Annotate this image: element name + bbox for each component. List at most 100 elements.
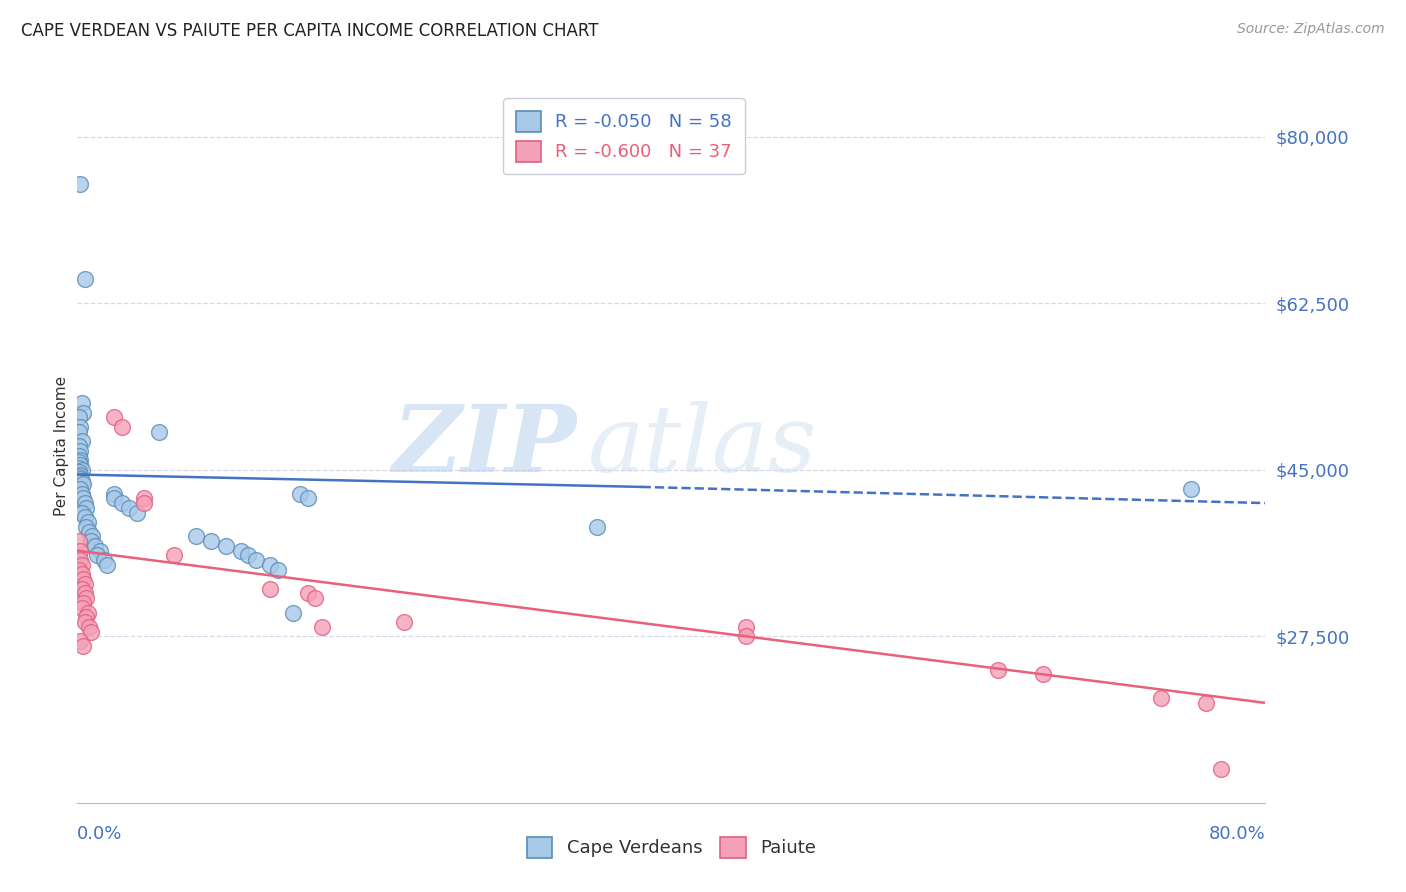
Point — [111, 420, 134, 434]
Legend: Cape Verdeans, Paiute: Cape Verdeans, Paiute — [520, 830, 823, 865]
Point — [392, 615, 415, 629]
Point — [69, 467, 91, 482]
Point — [73, 586, 96, 600]
Text: CAPE VERDEAN VS PAIUTE PER CAPITA INCOME CORRELATION CHART: CAPE VERDEAN VS PAIUTE PER CAPITA INCOME… — [21, 22, 599, 40]
Point — [70, 506, 93, 520]
Point — [72, 491, 94, 506]
Point — [77, 524, 100, 539]
Point — [76, 606, 98, 620]
Point — [70, 463, 93, 477]
Point — [72, 572, 94, 586]
Point — [259, 582, 281, 596]
Point — [103, 491, 125, 506]
Point — [987, 663, 1010, 677]
Point — [69, 453, 91, 467]
Point — [200, 534, 222, 549]
Point — [69, 543, 91, 558]
Point — [734, 629, 756, 643]
Point — [69, 634, 91, 648]
Point — [73, 496, 96, 510]
Point — [73, 577, 96, 591]
Point — [69, 482, 91, 496]
Point — [1032, 667, 1054, 681]
Point — [103, 410, 125, 425]
Point — [69, 472, 91, 486]
Point — [281, 606, 304, 620]
Point — [80, 624, 103, 639]
Point — [70, 567, 93, 582]
Text: 0.0%: 0.0% — [77, 825, 122, 843]
Point — [111, 496, 134, 510]
Point — [72, 477, 94, 491]
Point — [73, 272, 96, 286]
Point — [93, 553, 115, 567]
Point — [229, 543, 252, 558]
Point — [215, 539, 238, 553]
Point — [297, 586, 319, 600]
Point — [70, 558, 93, 572]
Point — [75, 610, 97, 624]
Point — [186, 529, 208, 543]
Point — [125, 506, 148, 520]
Point — [96, 558, 118, 572]
Point — [69, 553, 91, 567]
Point — [69, 178, 91, 192]
Text: atlas: atlas — [588, 401, 818, 491]
Point — [69, 458, 91, 472]
Point — [67, 455, 90, 469]
Point — [67, 563, 90, 577]
Point — [70, 600, 93, 615]
Point — [1209, 763, 1232, 777]
Point — [69, 443, 91, 458]
Point — [67, 461, 90, 475]
Point — [288, 486, 311, 500]
Point — [72, 406, 94, 420]
Point — [311, 620, 333, 634]
Point — [67, 439, 90, 453]
Point — [70, 396, 93, 410]
Point — [297, 491, 319, 506]
Point — [134, 496, 156, 510]
Point — [75, 591, 97, 606]
Point — [67, 449, 90, 463]
Point — [75, 520, 97, 534]
Point — [70, 474, 93, 488]
Point — [70, 434, 93, 449]
Point — [86, 549, 108, 563]
Point — [1150, 691, 1173, 706]
Point — [69, 420, 91, 434]
Text: 80.0%: 80.0% — [1209, 825, 1265, 843]
Point — [734, 620, 756, 634]
Point — [586, 520, 609, 534]
Point — [70, 582, 93, 596]
Point — [70, 486, 93, 500]
Point — [80, 534, 103, 549]
Point — [73, 510, 96, 524]
Point — [259, 558, 281, 572]
Point — [103, 486, 125, 500]
Point — [304, 591, 326, 606]
Point — [75, 500, 97, 515]
Point — [245, 553, 267, 567]
Point — [1195, 696, 1218, 710]
Point — [73, 615, 96, 629]
Point — [67, 534, 90, 549]
Point — [72, 639, 94, 653]
Point — [76, 515, 98, 529]
Point — [236, 549, 259, 563]
Point — [1180, 482, 1202, 496]
Point — [82, 529, 104, 543]
Point — [72, 596, 94, 610]
Point — [84, 539, 107, 553]
Point — [67, 465, 90, 479]
Y-axis label: Per Capita Income: Per Capita Income — [53, 376, 69, 516]
Point — [163, 549, 186, 563]
Text: Source: ZipAtlas.com: Source: ZipAtlas.com — [1237, 22, 1385, 37]
Point — [267, 563, 290, 577]
Point — [134, 491, 156, 506]
Point — [67, 425, 90, 439]
Point — [67, 470, 90, 484]
Text: ZIP: ZIP — [392, 401, 576, 491]
Point — [89, 543, 111, 558]
Point — [148, 425, 170, 439]
